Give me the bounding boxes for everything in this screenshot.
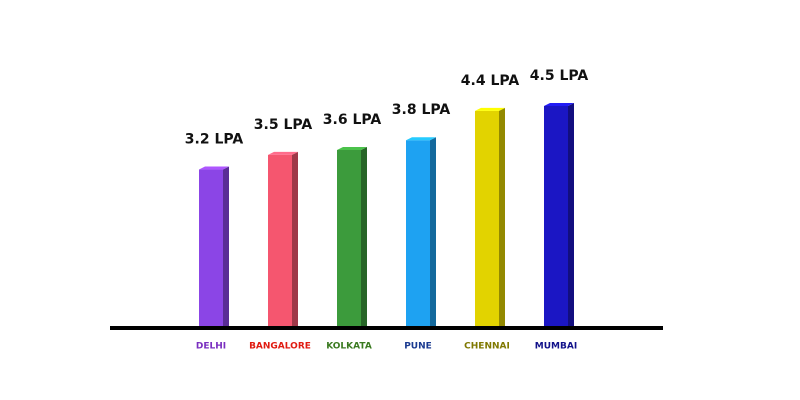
bar-side <box>499 107 505 326</box>
bar-side <box>430 137 436 326</box>
category-label: DELHI <box>196 342 226 352</box>
bar-side <box>292 151 298 326</box>
bar-front <box>475 110 499 326</box>
bar-side <box>568 103 574 326</box>
category-label: PUNE <box>404 342 432 352</box>
bar-front <box>199 169 223 326</box>
value-label: 3.8 LPA <box>392 102 451 118</box>
value-label: 4.5 LPA <box>530 68 589 84</box>
bar-top <box>199 166 229 170</box>
value-label: 3.2 LPA <box>185 132 244 148</box>
bar-top <box>268 151 298 155</box>
bar-top <box>337 147 367 150</box>
value-label: 4.4 LPA <box>461 73 520 89</box>
bar-front <box>337 150 361 326</box>
category-label: CHENNAI <box>464 342 510 352</box>
category-label: KOLKATA <box>326 342 372 352</box>
bar-top <box>475 107 505 111</box>
bar-front <box>268 154 292 326</box>
baseline <box>110 326 663 330</box>
bar-top <box>406 137 436 141</box>
category-label: BANGALORE <box>249 342 311 352</box>
bar-top <box>544 103 574 106</box>
category-label: MUMBAI <box>535 342 577 352</box>
bar-side <box>361 147 367 326</box>
value-label: 3.6 LPA <box>323 112 382 128</box>
bar-front <box>544 106 568 326</box>
bar-side <box>223 166 229 326</box>
bar-front <box>406 140 430 326</box>
value-label: 3.5 LPA <box>254 117 313 133</box>
